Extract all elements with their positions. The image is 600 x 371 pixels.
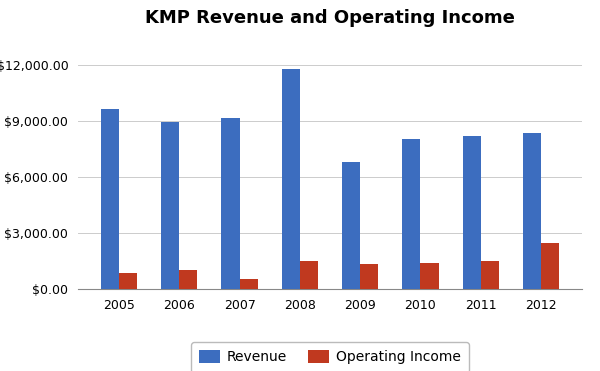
Bar	[239, 279, 257, 289]
Bar	[282, 69, 300, 289]
Bar	[360, 264, 378, 289]
Bar	[403, 139, 421, 289]
Legend: Revenue, Operating Income: Revenue, Operating Income	[191, 342, 469, 371]
Bar	[179, 270, 197, 289]
Bar	[541, 243, 559, 289]
Bar	[101, 109, 119, 289]
Bar	[300, 261, 318, 289]
Bar	[161, 122, 179, 289]
Bar	[523, 133, 541, 289]
Bar	[421, 263, 439, 289]
Bar	[342, 162, 360, 289]
Bar	[463, 136, 481, 289]
Bar	[481, 261, 499, 289]
Bar	[119, 273, 137, 289]
Title: KMP Revenue and Operating Income: KMP Revenue and Operating Income	[145, 9, 515, 27]
Bar	[221, 118, 239, 289]
